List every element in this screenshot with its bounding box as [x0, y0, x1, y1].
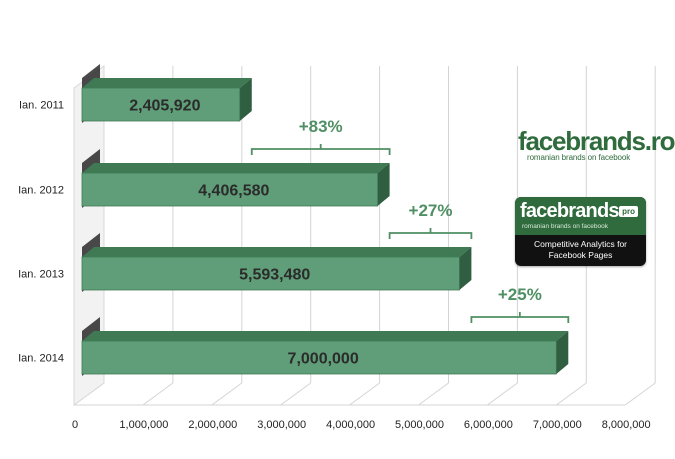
pro-badge: pro: [619, 206, 638, 217]
bars: 2,405,920 4,406,580 5,593,480 7,000,000: [81, 78, 569, 375]
facebrands-pro-logo-text: facebrands: [520, 200, 620, 222]
bar: [81, 340, 557, 375]
bar-value-label: 5,593,480: [239, 267, 310, 284]
floor-gridline: [211, 382, 243, 406]
bar-top-face: [82, 78, 252, 88]
bar-top-face: [82, 331, 569, 341]
floor-gridline: [142, 382, 174, 406]
growth-bracket: [388, 232, 473, 239]
bar: [81, 172, 379, 207]
facebrands-pro-description: Competitive Analytics for Facebook Pages: [533, 239, 628, 260]
x-tick-label: 0: [72, 419, 78, 431]
facebrands-logo-text: facebrands.ro: [518, 126, 675, 156]
bar: [81, 256, 460, 291]
x-axis-tick-labels: 0 1,000,000 2,000,000 3,000,000 4,000,000 5,0…: [72, 419, 651, 431]
facebrands-logo-tagline: romanian brands on facebook: [527, 153, 631, 162]
growth-annotation: +25%: [470, 285, 570, 323]
x-tick-label: 8,000,000: [602, 419, 651, 431]
x-tick-label: 2,000,000: [188, 419, 237, 431]
floor-gridline: [487, 382, 518, 406]
facebrands-pro-logo: facebrands pro romanian brands on facebo…: [515, 197, 646, 266]
x-tick-label: 1,000,000: [119, 419, 168, 431]
bar-value-label: 2,405,920: [129, 98, 200, 115]
bar-value-label: 7,000,000: [288, 351, 359, 368]
bar-side-face: [239, 78, 252, 121]
y-category-label: Ian. 2014: [18, 353, 64, 365]
growth-label: +83%: [299, 117, 343, 136]
x-tick-label: 4,000,000: [326, 419, 375, 431]
facebrands-pro-header: facebrands pro romanian brands on facebo…: [515, 197, 646, 235]
growth-label: +25%: [498, 285, 542, 304]
growth-label: +27%: [409, 201, 453, 220]
x-tick-label: 6,000,000: [464, 419, 513, 431]
growth-annotations: +83% +27% +25%: [250, 117, 570, 323]
x-tick-label: 3,000,000: [257, 419, 306, 431]
growth-bracket: [250, 148, 391, 155]
bar-value-label: 4,406,580: [198, 183, 269, 200]
floor-gridline: [349, 382, 380, 406]
bar-top-face: [82, 247, 472, 257]
bar-group: 5,593,480: [81, 247, 472, 291]
floor-gridline: [418, 382, 449, 406]
bar-side-face: [377, 163, 390, 206]
bar: [81, 87, 241, 122]
growth-annotation: +83%: [250, 117, 391, 155]
bar-group: 4,406,580: [81, 163, 390, 207]
bar-side-face: [556, 331, 569, 374]
y-axis-category-labels: Ian. 2011 Ian. 2012 Ian. 2013 Ian. 2014: [18, 100, 64, 365]
y-category-label: Ian. 2011: [19, 100, 64, 112]
growth-annotation: +27%: [388, 201, 473, 239]
bar-group: 2,405,920: [81, 78, 252, 122]
facebrands-logo: facebrands.ro romanian brands on faceboo…: [518, 126, 675, 162]
bar-side-face: [459, 247, 472, 290]
floor-gridline: [624, 382, 656, 406]
floor-gridline: [556, 382, 587, 406]
bar-top-face: [82, 163, 390, 173]
facebrands-pro-tagline: romanian brands on facebook: [522, 223, 609, 230]
x-tick-label: 7,000,000: [533, 419, 582, 431]
y-category-label: Ian. 2013: [18, 269, 64, 281]
x-tick-label: 5,000,000: [395, 419, 444, 431]
floor-gridline: [280, 382, 311, 406]
bar-group: 7,000,000: [81, 331, 569, 375]
y-category-label: Ian. 2012: [18, 185, 64, 197]
growth-bracket: [470, 316, 570, 323]
